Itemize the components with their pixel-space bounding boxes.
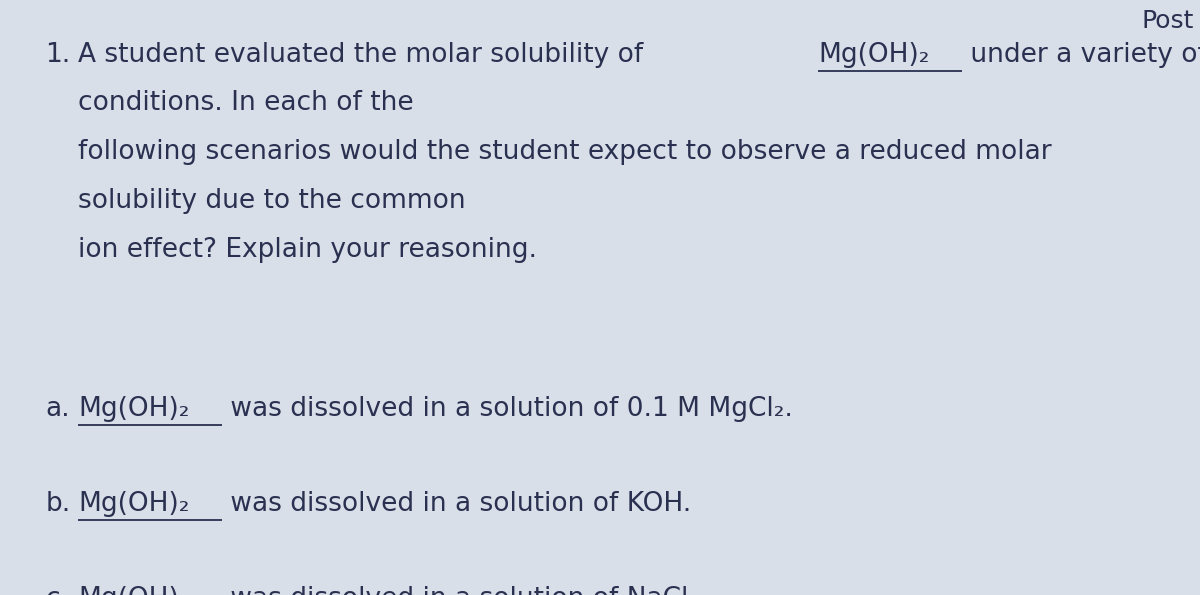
Text: following scenarios would the student expect to observe a reduced molar: following scenarios would the student ex… xyxy=(78,139,1051,165)
Text: was dissolved in a solution of NaCl.: was dissolved in a solution of NaCl. xyxy=(222,586,696,595)
Text: ion effect? Explain your reasoning.: ion effect? Explain your reasoning. xyxy=(78,237,538,263)
Text: c.: c. xyxy=(46,586,68,595)
Text: under a variety of: under a variety of xyxy=(962,42,1200,68)
Text: A student evaluated the molar solubility of: A student evaluated the molar solubility… xyxy=(78,42,652,68)
Text: Post: Post xyxy=(1141,9,1194,33)
Text: Mg(OH)₂: Mg(OH)₂ xyxy=(78,491,190,517)
Text: was dissolved in a solution of KOH.: was dissolved in a solution of KOH. xyxy=(222,491,691,517)
Text: Mg(OH)₂: Mg(OH)₂ xyxy=(78,586,190,595)
Text: Mg(OH)₂: Mg(OH)₂ xyxy=(78,396,190,422)
Text: conditions. In each of the: conditions. In each of the xyxy=(78,90,414,117)
Text: a.: a. xyxy=(46,396,71,422)
Text: was dissolved in a solution of 0.1 M MgCl₂.: was dissolved in a solution of 0.1 M MgC… xyxy=(222,396,792,422)
Text: 1.: 1. xyxy=(46,42,71,68)
Text: b.: b. xyxy=(46,491,71,517)
Text: Mg(OH)₂: Mg(OH)₂ xyxy=(818,42,930,68)
Text: solubility due to the common: solubility due to the common xyxy=(78,188,466,214)
